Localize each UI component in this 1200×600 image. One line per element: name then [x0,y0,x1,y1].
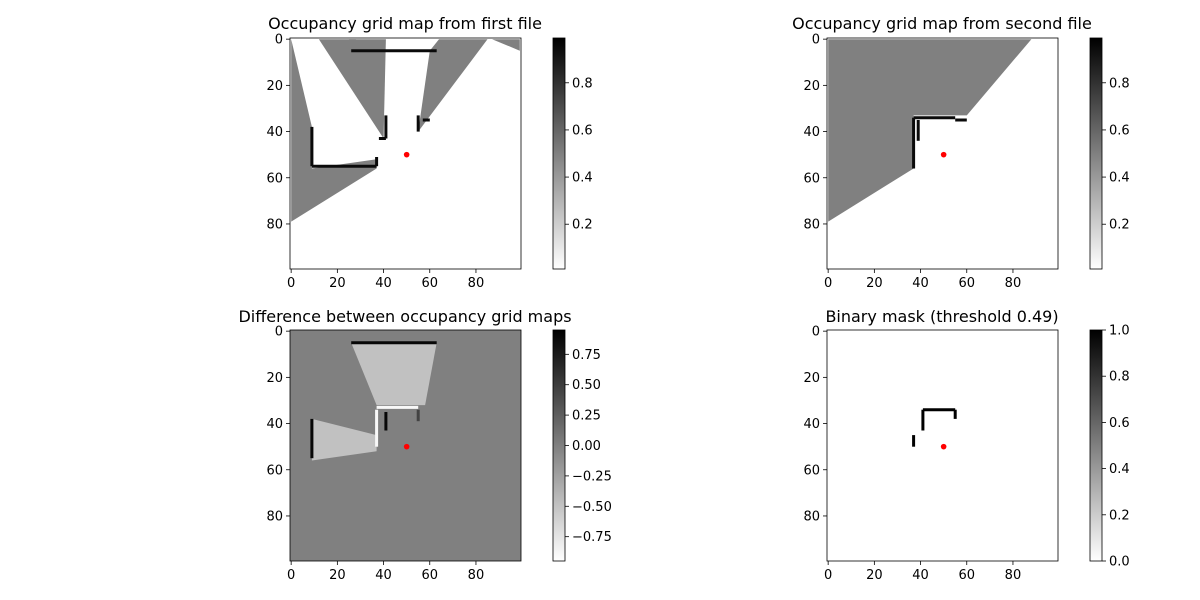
xtick-label-map1: 0 [287,276,295,291]
title-mask: Binary mask (threshold 0.49) [825,307,1058,326]
heatmap-diff: 0 20 40 60 80 0 20 40 60 80 −0.75 −0.50 −0.25 0.00 0.2… [266,325,611,583]
ytick-label-mask: 60 [803,463,820,478]
xtick-label-diff: 0 [287,568,295,583]
xtick-label-map2: 40 [912,276,929,291]
ytick-label-mask: 0 [812,325,820,340]
colorbar-tick-label-mask: 0.0 [1109,555,1130,570]
colorbar-tick-label-map1: 0.4 [572,171,593,186]
ytick-label-map2: 60 [803,171,820,186]
xtick-label-map1: 80 [468,276,485,291]
ytick-label-map1: 40 [266,125,283,140]
colorbar-map1 [552,37,566,270]
xtick-label-mask: 20 [866,568,883,583]
panel-diff: Difference between occupancy grid maps 0… [238,307,611,583]
ytick-label-mask: 40 [803,417,820,432]
ytick-label-diff: 20 [266,371,283,386]
xtick-label-map2: 60 [958,276,975,291]
colorbar-tick-label-map2: 0.2 [1109,218,1130,233]
xtick-label-diff: 60 [421,568,438,583]
region-map1-0 [291,39,377,222]
xtick-label-map2: 80 [1005,276,1022,291]
colorbar-tick-label-map1: 0.8 [572,76,593,91]
ytick-label-map1: 60 [266,171,283,186]
colorbar-tick-label-map2: 0.4 [1109,171,1130,186]
region-map1-4 [492,39,520,51]
image-map2 [827,38,1058,269]
xtick-label-mask: 0 [824,568,832,583]
image-map1 [290,38,521,269]
colorbar-tick-label-diff: −0.50 [572,500,612,515]
colorbar-tick-label-diff: 0.50 [572,378,601,393]
colorbar-tick-label-diff: 0.25 [572,409,601,424]
colorbar-tick-label-mask: 0.2 [1109,508,1130,523]
colorbar-tick-label-diff: 0.00 [572,439,601,454]
region-map2-0 [828,39,1032,222]
colorbar-tick-label-map2: 0.8 [1109,76,1130,91]
colorbar-tick-label-mask: 0.4 [1109,462,1130,477]
ytick-label-diff: 60 [266,463,283,478]
region-map1-1 [318,39,384,139]
ytick-label-map1: 20 [266,79,283,94]
ytick-label-map2: 0 [812,33,820,48]
colorbar-map2 [1089,37,1103,270]
xtick-label-map1: 20 [329,276,346,291]
colorbar-tick-label-map1: 0.6 [572,123,593,138]
ytick-label-map2: 20 [803,79,820,94]
ytick-label-map2: 80 [803,217,820,232]
ytick-label-mask: 80 [803,509,820,524]
image-diff [290,330,521,561]
panel-map2: Occupancy grid map from second file 0 20 4… [792,14,1130,291]
xtick-label-map1: 40 [375,276,392,291]
colorbar-tick-label-map2: 0.6 [1109,123,1130,138]
colorbar-tick-label-mask: 0.6 [1109,416,1130,431]
xtick-label-mask: 60 [958,568,975,583]
heatmap-map2: 0 20 40 60 80 0 20 40 60 80 0.2 0.4 0.6 0.8 [803,33,1129,291]
ytick-label-mask: 20 [803,371,820,386]
colorbar-tick-label-diff: −0.75 [572,530,612,545]
xtick-label-diff: 20 [329,568,346,583]
region-map1-3 [418,39,488,132]
colorbar-tick-label-mask: 0.8 [1109,370,1130,385]
heatmap-mask: 0 20 40 60 80 0 20 40 60 80 0.0 0.2 0.4 0.6 0.8 1.0 [803,324,1129,584]
xtick-label-mask: 80 [1005,568,1022,583]
axes-frame-diff [289,329,522,562]
ytick-label-map1: 0 [275,33,283,48]
panel-map1: Occupancy grid map from first file 0 20 40… [266,14,592,291]
colorbar-tick-label-map1: 0.2 [572,218,593,233]
xtick-label-mask: 40 [912,568,929,583]
axes-frame-mask [826,329,1059,562]
ytick-label-map2: 40 [803,125,820,140]
title-diff: Difference between occupancy grid maps [238,307,571,326]
ytick-label-diff: 80 [266,509,283,524]
xtick-label-diff: 80 [468,568,485,583]
ytick-label-diff: 40 [266,417,283,432]
panel-mask: Binary mask (threshold 0.49) 0 20 40 60 80 0 2… [803,307,1129,583]
axes-frame-map2 [826,37,1059,270]
region-map1-2 [348,39,386,137]
ytick-label-diff: 0 [275,325,283,340]
xtick-label-map2: 0 [824,276,832,291]
ytick-label-map1: 80 [266,217,283,232]
colorbar-diff [552,329,566,562]
region-diff-0 [351,342,437,406]
robot-marker-diff [403,443,410,450]
colorbar-mask [1089,329,1103,562]
region-diff-1 [311,418,377,461]
title-map1: Occupancy grid map from first file [268,14,542,33]
axes-frame-map1 [289,37,522,270]
title-map2: Occupancy grid map from second file [792,14,1092,33]
xtick-label-diff: 40 [375,568,392,583]
heatmap-map1: 0 20 40 60 80 0 20 40 60 80 0.2 0.4 0.6 0.8 [266,33,592,291]
colorbar-tick-label-diff: 0.75 [572,348,601,363]
xtick-label-map2: 20 [866,276,883,291]
robot-marker-map1 [403,151,410,158]
robot-marker-map2 [940,151,947,158]
colorbar-tick-label-mask: 1.0 [1109,324,1130,339]
xtick-label-map1: 60 [421,276,438,291]
robot-marker-mask [940,443,947,450]
colorbar-tick-label-diff: −0.25 [572,469,612,484]
